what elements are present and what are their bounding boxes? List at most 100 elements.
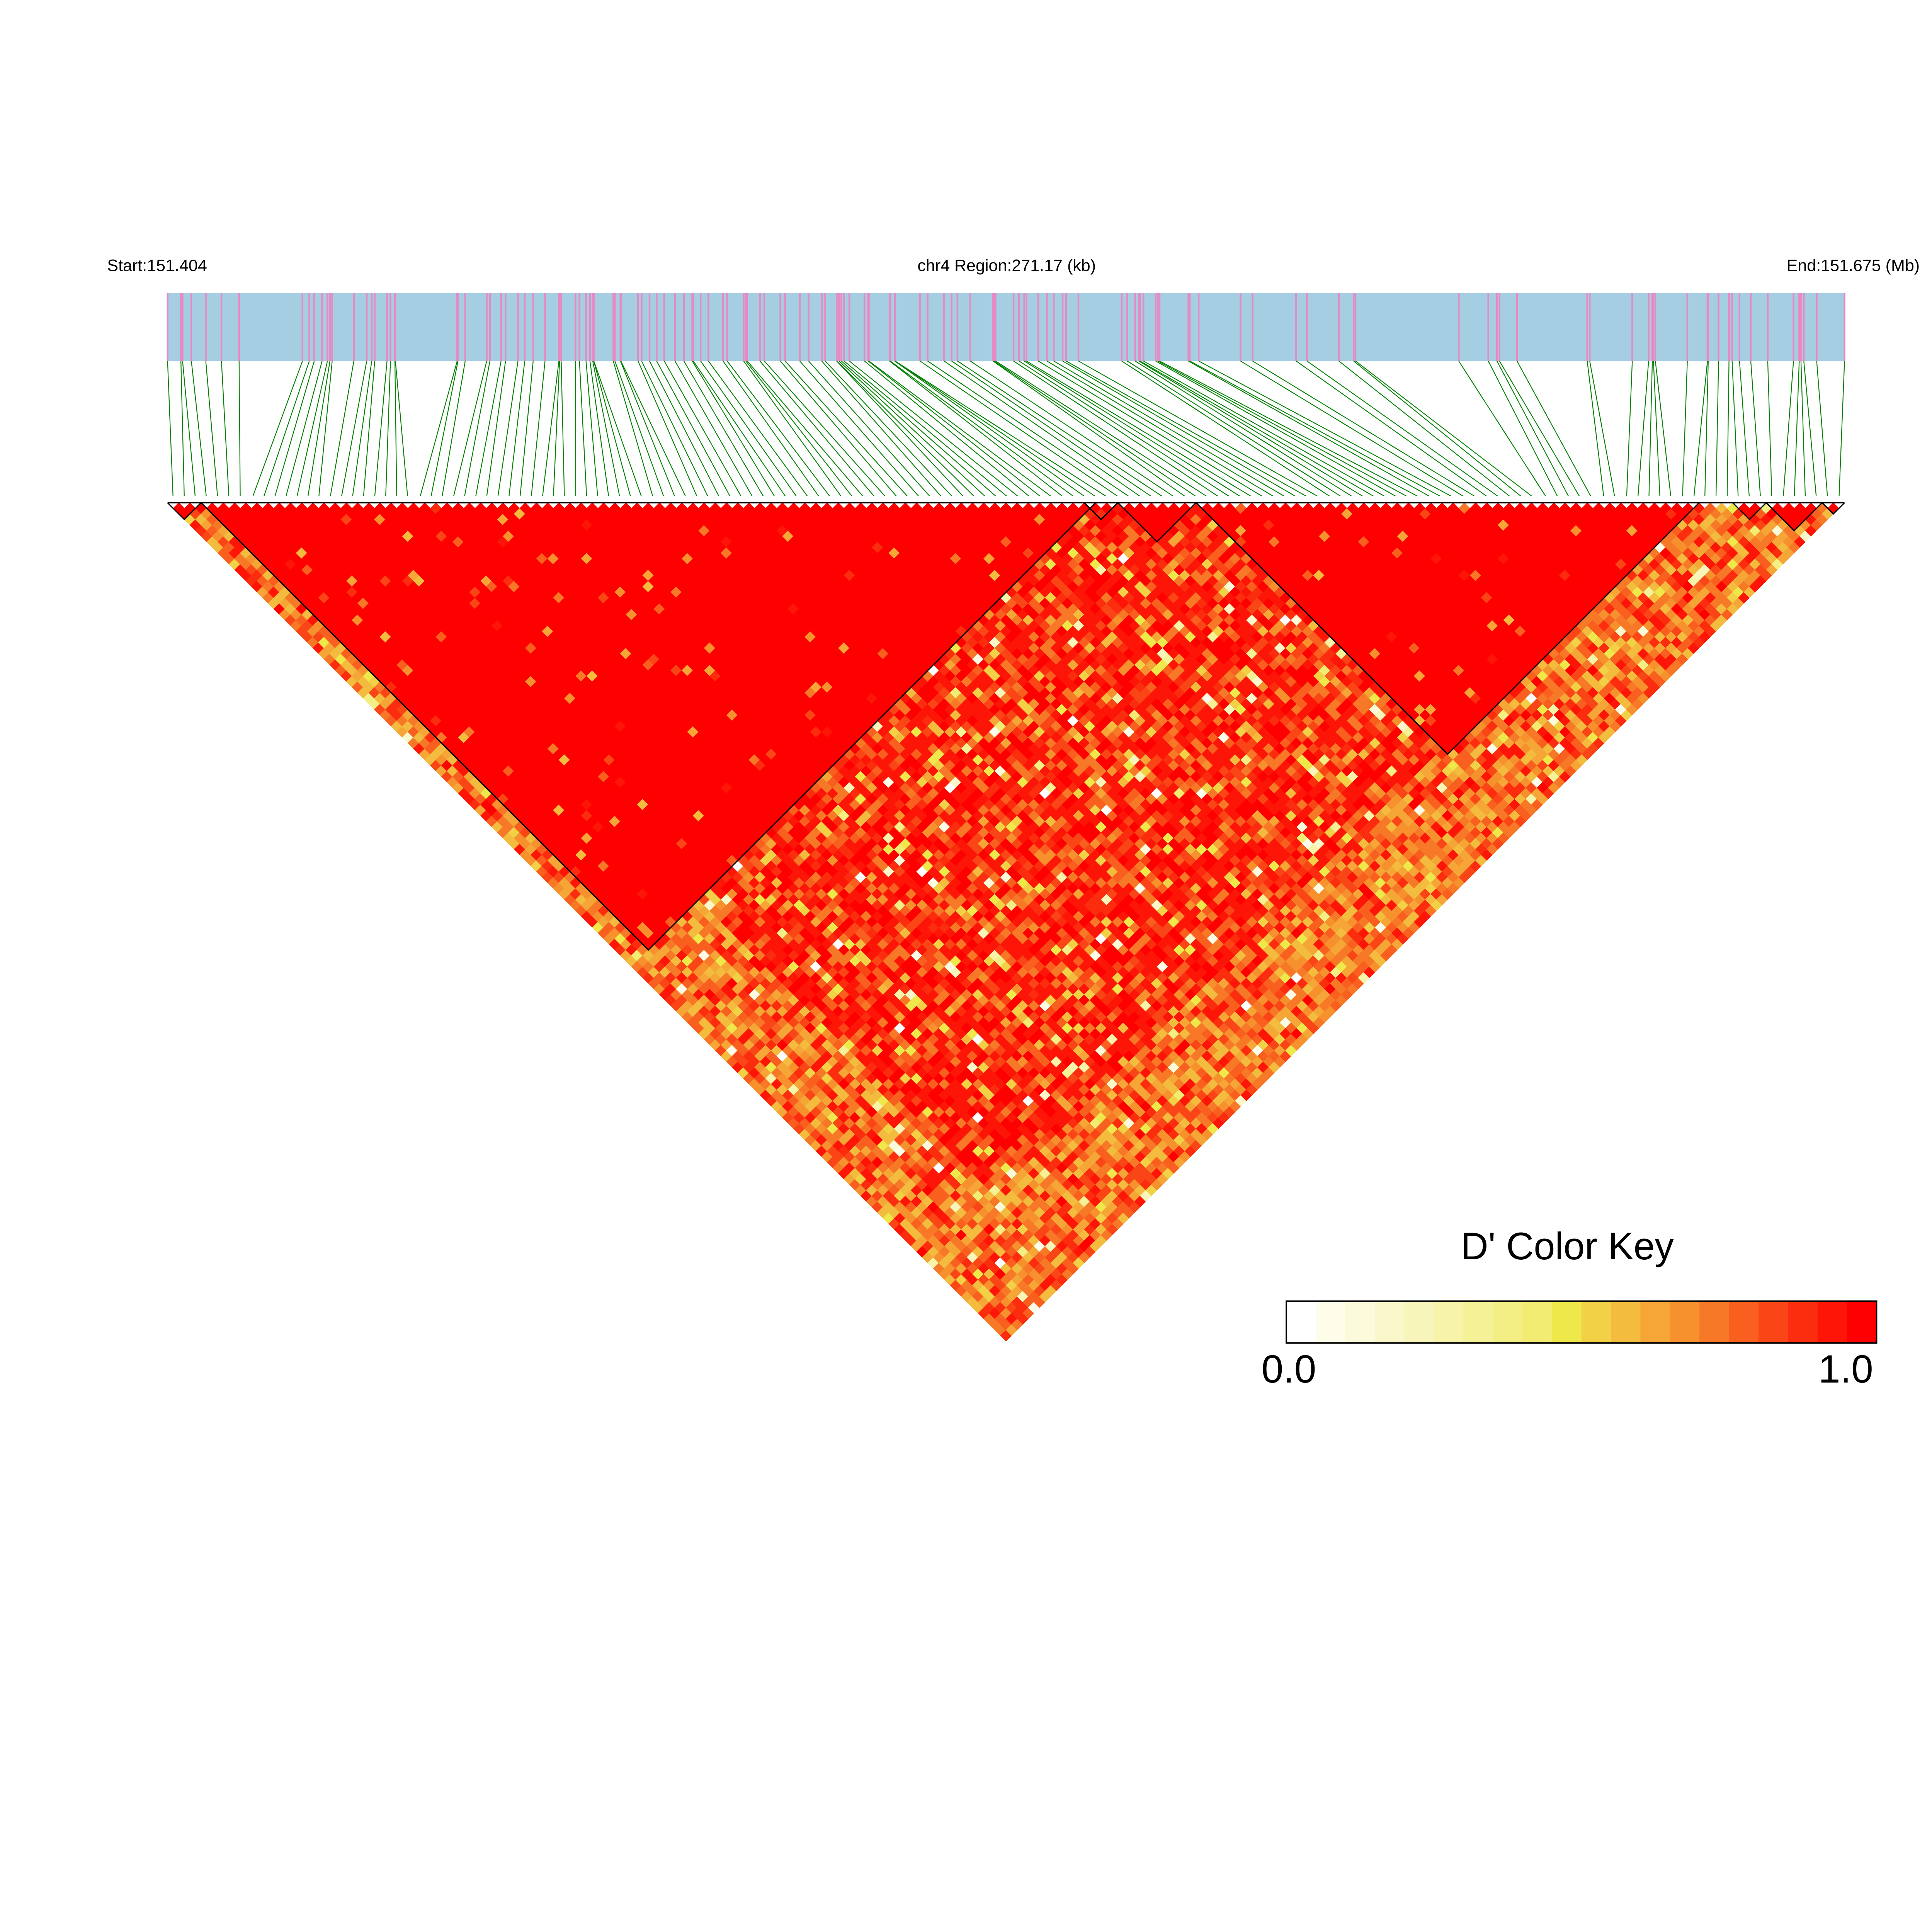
snp-marker [1126, 293, 1128, 361]
snp-marker [691, 293, 693, 361]
snp-marker [889, 293, 891, 361]
snp-marker [1731, 293, 1733, 361]
snp-link-line [1038, 361, 1269, 501]
snp-link-line [251, 361, 303, 501]
snp-marker [321, 293, 323, 361]
snp-marker [1158, 293, 1161, 361]
snp-link-line [849, 361, 1023, 501]
snp-marker [927, 293, 929, 361]
snp-link-line [693, 361, 789, 501]
snp-link-line [593, 361, 632, 500]
snp-marker [585, 293, 587, 361]
snp-marker [1487, 293, 1489, 361]
snp-link-line [1026, 361, 1258, 501]
ld-heatmap-svg: Start:151.404 chr4 Region:271.17 (kb) En… [107, 257, 1920, 1391]
snp-link-line [894, 361, 1090, 501]
snp-marker [779, 293, 781, 361]
snp-marker [1800, 293, 1802, 361]
snp-marker [1295, 293, 1297, 361]
snp-link-line [656, 361, 733, 501]
snp-marker [1197, 293, 1200, 361]
snp-link-line [613, 361, 655, 500]
snp-link-line [1726, 361, 1730, 500]
snp-link-line [1159, 361, 1426, 501]
snp-link-line [1138, 361, 1370, 501]
snp-link-line [1655, 361, 1672, 500]
snp-link-line [920, 361, 1124, 501]
snp-link-line [1296, 361, 1493, 501]
snp-link-line [780, 361, 900, 501]
snp-link-line [1189, 361, 1448, 501]
snp-link-line [167, 361, 174, 500]
snp-link-line [1516, 361, 1594, 501]
snp-marker [707, 293, 709, 361]
snp-link-line [318, 361, 333, 500]
snp-marker [1586, 293, 1588, 361]
snp-marker [799, 293, 801, 361]
snp-marker [1793, 293, 1794, 361]
snp-marker [464, 293, 466, 361]
snp-link-line [708, 361, 811, 501]
end-label: End:151.675 (Mb) [1787, 257, 1920, 275]
snp-marker [1240, 293, 1242, 361]
snp-marker [1654, 293, 1656, 361]
snp-link-line [418, 361, 458, 500]
snp-marker [1651, 293, 1653, 361]
snp-link-line [841, 361, 1001, 501]
snp-link-line [307, 361, 330, 500]
snp-link-line [674, 361, 755, 501]
snp-marker [1686, 293, 1689, 361]
snp-link-line [1066, 361, 1314, 501]
snp-marker [558, 293, 561, 361]
snp-marker [1516, 293, 1518, 361]
snp-marker [836, 293, 838, 361]
snp-link-line [1143, 361, 1392, 501]
snp-link-line [821, 361, 945, 501]
snp-link-line [614, 361, 666, 501]
snp-marker [995, 293, 997, 361]
snp-link-lines [167, 361, 1845, 501]
snp-link-line [430, 361, 459, 500]
snp-link-line [1653, 361, 1661, 500]
snp-marker [1134, 293, 1136, 361]
snp-marker [593, 293, 595, 361]
snp-marker [1750, 293, 1752, 361]
ld-heatmap-cells [161, 496, 1851, 1342]
snp-link-line [641, 361, 710, 501]
snp-marker [489, 293, 491, 361]
snp-link-line [1135, 361, 1359, 501]
snp-link-line [890, 361, 1079, 501]
snp-link-line [1800, 361, 1806, 500]
snp-link-line [262, 361, 310, 500]
snp-link-line [1637, 361, 1649, 500]
snp-marker [746, 293, 748, 361]
snp-marker [353, 293, 355, 361]
snp-link-line [191, 361, 207, 500]
snp-marker [1252, 293, 1253, 361]
snp-marker [1338, 293, 1340, 361]
snp-marker [1496, 293, 1498, 361]
snp-marker [331, 293, 333, 361]
region-label: chr4 Region:271.17 (kb) [917, 257, 1096, 275]
snp-link-line [700, 361, 800, 501]
snp-link-line [799, 361, 923, 501]
snp-link-line [993, 361, 1202, 501]
snp-link-line [441, 361, 466, 500]
snp-link-line [1353, 361, 1526, 501]
snp-marker [1077, 293, 1080, 361]
snp-marker [759, 293, 761, 361]
snp-marker [220, 293, 223, 361]
snp-marker [894, 293, 896, 361]
snp-link-line [1803, 361, 1817, 500]
snp-link-line [497, 361, 519, 500]
snp-marker [951, 293, 952, 361]
snp-marker [1046, 293, 1048, 361]
snp-marker [1189, 293, 1191, 361]
snp-marker [578, 293, 580, 361]
snp-marker [1012, 293, 1015, 361]
snp-link-line [825, 361, 956, 501]
snp-marker [167, 293, 168, 361]
start-label: Start:151.404 [107, 257, 207, 275]
snp-link-line [1053, 361, 1291, 501]
snp-link-line [541, 361, 560, 500]
